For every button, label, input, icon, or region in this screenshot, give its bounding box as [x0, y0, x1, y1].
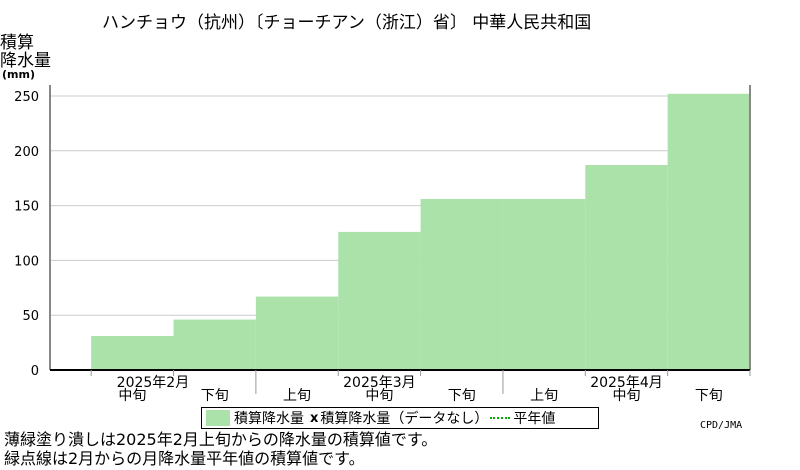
x-period-label-4月上旬: 上旬 [530, 388, 558, 404]
y-tick-label-0: 0 [31, 364, 39, 379]
area-step-2月下旬 [174, 320, 256, 370]
x-period-label-3月上旬: 上旬 [283, 388, 311, 404]
legend-missing-mark: x [310, 411, 318, 426]
chart-legend: 積算降水量 x 積算降水量（データなし） 平年値 [201, 407, 599, 429]
note-line-1: 薄緑塗り潰しは2025年2月上旬からの降水量の積算値です。 [4, 430, 437, 449]
legend-missing-label: 積算降水量（データなし） [320, 408, 488, 428]
y-axis-label-line-1: 積算 [0, 33, 34, 53]
area-step-2月中旬 [91, 336, 173, 370]
y-tick-label-50: 50 [22, 309, 39, 324]
chart-title: ハンチョウ（抗州）〔チョーチアン（浙江）省〕 中華人民共和国 [102, 13, 591, 33]
area-step-4月中旬 [585, 165, 667, 370]
y-axis-ticks: 0 50 100 150 200 250 [14, 90, 39, 379]
y-tick-label-250: 250 [14, 90, 39, 105]
x-period-label-2月下旬: 下旬 [201, 388, 229, 404]
y-axis-label: 積算 降水量 (mm) [0, 33, 51, 81]
accumulated-precipitation-area [91, 94, 750, 370]
legend-normal-line-swatch [490, 417, 510, 419]
y-tick-label-100: 100 [14, 254, 39, 269]
legend-area-swatch [206, 410, 230, 426]
x-month-label-1: 2025年3月 [343, 375, 416, 391]
legend-normal-label: 平年値 [513, 408, 555, 428]
area-step-3月中旬 [338, 232, 420, 370]
area-step-4月下旬 [668, 94, 750, 370]
y-tick-label-200: 200 [14, 145, 39, 160]
x-month-label-2: 2025年4月 [590, 375, 663, 391]
x-period-label-4月下旬: 下旬 [695, 388, 723, 404]
area-step-4月上旬 [503, 199, 585, 370]
legend-area-label: 積算降水量 [234, 408, 304, 428]
x-period-label-3月下旬: 下旬 [448, 388, 476, 404]
x-month-label-0: 2025年2月 [117, 375, 190, 391]
note-line-2: 緑点線は2月からの月降水量平年値の積算値です。 [4, 449, 365, 468]
area-step-3月下旬 [421, 199, 503, 370]
y-axis-label-line-3: (mm) [2, 68, 35, 81]
area-step-3月上旬 [256, 297, 338, 370]
y-tick-label-150: 150 [14, 200, 39, 215]
credit-text: CPD/JMA [700, 420, 742, 431]
